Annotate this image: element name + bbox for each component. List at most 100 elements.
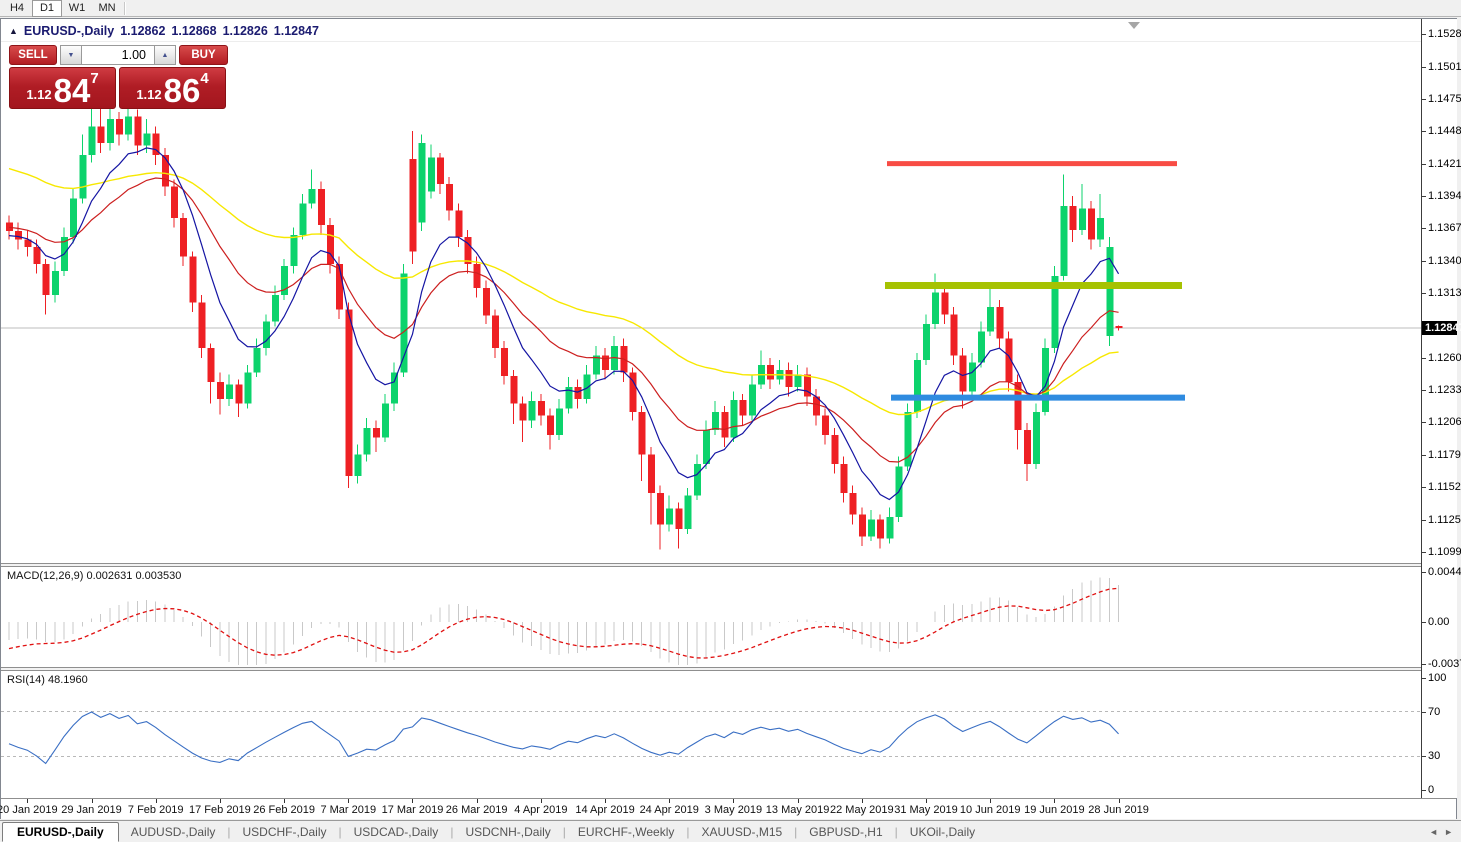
date-label: 3 May 2019: [704, 804, 763, 816]
chart-shift-marker-icon[interactable]: [1128, 22, 1140, 29]
chart-tab-usdcnh-daily[interactable]: USDCNH-,Daily: [465, 825, 551, 839]
chart-tab-eurusd-daily[interactable]: EURUSD-,Daily: [2, 822, 119, 842]
quote-close: 1.12847: [273, 24, 319, 38]
quote-open: 1.12862: [120, 24, 166, 38]
candle-body: [987, 307, 995, 332]
buy-button[interactable]: BUY: [179, 45, 228, 65]
price-axis[interactable]: 1.12847 1.15285 1.15015 1.14750 1.14480 1.14…: [1421, 19, 1461, 798]
chart-tab-usdchf-daily[interactable]: USDCHF-,Daily: [242, 825, 327, 839]
chart-tab-gbpusd-h1[interactable]: GBPUSD-,H1: [809, 825, 883, 839]
volume-decrease-icon[interactable]: ▼: [60, 45, 82, 65]
sell-button[interactable]: SELL: [9, 45, 57, 65]
buy-price-box[interactable]: 1.12 86 4: [119, 67, 226, 109]
chart-tab-audusd-daily[interactable]: AUDUSD-,Daily: [130, 825, 216, 839]
date-axis[interactable]: 20 Jan 2019 29 Jan 2019 7 Feb 2019 17 Feb 2…: [0, 798, 1456, 819]
candle-body: [372, 427, 380, 438]
candle-body: [326, 225, 334, 264]
macd-pane[interactable]: [1, 567, 1421, 667]
chart-tab-ukoil-daily[interactable]: UKOil-,Daily: [909, 825, 976, 839]
candle-body: [143, 133, 151, 146]
candle-body: [152, 133, 160, 156]
candle-body: [803, 374, 811, 397]
tab-separator: |: [227, 825, 231, 839]
price-tick: 1.12600: [1428, 352, 1461, 364]
candle-body: [574, 386, 582, 399]
candle-body: [1097, 217, 1105, 240]
candle-body: [1033, 412, 1041, 464]
candle-body: [180, 217, 188, 257]
rsi-value: 48.1960: [47, 674, 88, 686]
oct-collapse-icon[interactable]: ▲: [9, 26, 18, 36]
main-price-pane[interactable]: [1, 19, 1421, 563]
price-tick: 1.12065: [1428, 416, 1461, 428]
candle-body: [877, 519, 885, 539]
candle-body: [785, 369, 793, 387]
price-tick: 1.14750: [1428, 93, 1461, 105]
rsi-tick: 70: [1428, 706, 1441, 718]
macd-main-value: 0.002631: [86, 570, 133, 582]
candle-body: [675, 508, 683, 530]
quote-line: ▲ EURUSD-,Daily 1.12862 1.12868 1.12826 …: [9, 24, 319, 38]
tabs-scroll-left-icon[interactable]: ◄: [1429, 827, 1439, 837]
macd-tick: -0.003715: [1428, 658, 1461, 670]
candle-body: [822, 415, 830, 436]
candle-body: [867, 519, 875, 537]
tab-separator: |: [338, 825, 342, 839]
candle-body: [1088, 208, 1096, 240]
candle-body: [391, 372, 399, 404]
candle-body: [1106, 246, 1114, 337]
candle-body: [216, 381, 224, 399]
ma-mid-line: [8, 177, 1119, 463]
candle-body: [79, 155, 87, 199]
candle-body: [116, 119, 124, 135]
rsi-tick-dash: [1422, 756, 1426, 757]
timeframe-button-mn[interactable]: MN: [98, 2, 116, 14]
chart-tab-xauusd-m15[interactable]: XAUUSD-,M15: [701, 825, 783, 839]
price-tick-dash: [1422, 422, 1426, 423]
candle-body: [418, 143, 426, 223]
price-tick: 1.12330: [1428, 384, 1461, 396]
tab-separator: |: [450, 825, 454, 839]
rsi-pane-divider[interactable]: [1, 667, 1456, 671]
date-tick: [540, 799, 542, 803]
price-tick-dash: [1422, 131, 1426, 132]
timeframe-button-d1[interactable]: D1: [32, 0, 62, 17]
price-tick-dash: [1422, 293, 1426, 294]
sell-price-box[interactable]: 1.12 84 7: [9, 67, 116, 109]
candle-body: [528, 401, 536, 421]
chart-tab-eurchf-weekly[interactable]: EURCHF-,Weekly: [577, 825, 675, 839]
date-label: 7 Mar 2019: [320, 804, 377, 816]
candle-body: [739, 400, 747, 416]
timeframe-button-w1[interactable]: W1: [68, 2, 86, 14]
price-tick-dash: [1422, 358, 1426, 359]
rsi-pane[interactable]: [1, 671, 1421, 798]
macd-pane-divider[interactable]: [1, 563, 1456, 567]
rsi-tick-dash: [1422, 712, 1426, 713]
chart-tab-usdcad-daily[interactable]: USDCAD-,Daily: [353, 825, 439, 839]
date-label: 17 Feb 2019: [189, 804, 251, 816]
macd-label: MACD(12,26,9) 0.002631 0.003530: [7, 570, 182, 582]
tabs-scroll-right-icon[interactable]: ►: [1444, 827, 1453, 837]
candle-body: [721, 412, 729, 438]
candle-body: [996, 307, 1004, 339]
date-tick: [27, 799, 29, 803]
volume-input[interactable]: [82, 45, 154, 65]
candle-body: [702, 430, 710, 464]
date-label: 24 Apr 2019: [639, 804, 699, 816]
price-tick: 1.13405: [1428, 255, 1461, 267]
price-tick: 1.13675: [1428, 222, 1461, 234]
price-tick-dash: [1422, 261, 1426, 262]
buy-price-big: 86: [163, 72, 201, 109]
candle-body: [198, 302, 206, 349]
volume-increase-icon[interactable]: ▲: [154, 45, 176, 65]
rsi-tick: 100: [1428, 672, 1447, 684]
date-tick: [1118, 799, 1120, 803]
timeframe-button-h4[interactable]: H4: [9, 2, 25, 14]
candle-body: [510, 375, 518, 404]
candle-body: [1042, 348, 1050, 413]
candle-body: [629, 372, 637, 413]
date-label: 22 May 2019: [829, 804, 894, 816]
candle-body: [281, 266, 289, 296]
candle-body: [317, 188, 325, 226]
